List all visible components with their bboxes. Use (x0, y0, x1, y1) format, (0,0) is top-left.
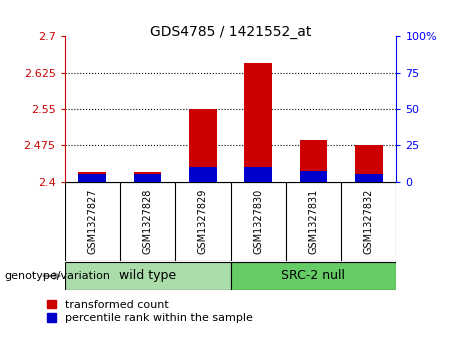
Bar (300, 171, 327, 182)
Text: GSM1327830: GSM1327830 (253, 189, 263, 254)
Bar (78, 174, 106, 182)
Text: GSM1327828: GSM1327828 (142, 189, 153, 254)
Text: GSM1327829: GSM1327829 (198, 189, 208, 254)
Bar (244, 63, 272, 182)
Text: wild type: wild type (119, 269, 176, 282)
FancyBboxPatch shape (230, 262, 396, 290)
Bar (355, 145, 383, 182)
Text: SRC-2 null: SRC-2 null (282, 269, 345, 282)
Text: GSM1327831: GSM1327831 (308, 189, 319, 254)
Bar (78, 172, 106, 182)
Text: GSM1327832: GSM1327832 (364, 189, 374, 254)
Bar (300, 140, 327, 182)
Legend: transformed count, percentile rank within the sample: transformed count, percentile rank withi… (47, 299, 253, 323)
Bar (134, 174, 161, 182)
Text: genotype/variation: genotype/variation (5, 271, 111, 281)
Bar (355, 174, 383, 182)
Bar (244, 167, 272, 182)
Bar (189, 109, 217, 182)
FancyBboxPatch shape (65, 262, 230, 290)
Text: GSM1327827: GSM1327827 (87, 189, 97, 254)
Bar (134, 172, 161, 182)
Bar (189, 167, 217, 182)
Text: GDS4785 / 1421552_at: GDS4785 / 1421552_at (150, 25, 311, 40)
